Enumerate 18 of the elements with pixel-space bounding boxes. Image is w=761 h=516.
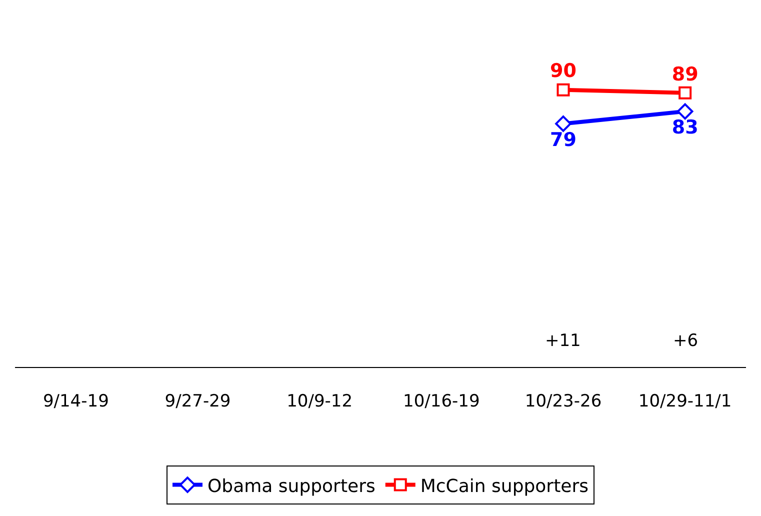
point: [556, 83, 570, 96]
legend-label: Obama supporters: [208, 476, 376, 497]
x-tick-label: 10/16-19: [403, 391, 480, 412]
text: +11: [545, 331, 581, 351]
data-label: 79: [550, 128, 576, 151]
x-tick-label: 10/29-11/1: [638, 391, 732, 412]
legend-label: McCain supporters: [420, 476, 588, 497]
x-tick-label: 10/23-26: [524, 391, 602, 412]
x-tick-label: 9/14-19: [42, 391, 109, 412]
text: +6: [673, 331, 698, 351]
data-label: 90: [550, 60, 576, 82]
x-tick-label: 9/27-29: [164, 391, 231, 412]
data-label: 89: [672, 63, 698, 86]
point: [676, 103, 694, 120]
point: [555, 116, 572, 132]
data-label: 83: [672, 116, 698, 139]
point: [678, 86, 692, 100]
x-tick-label: 10/9-12: [286, 391, 353, 412]
